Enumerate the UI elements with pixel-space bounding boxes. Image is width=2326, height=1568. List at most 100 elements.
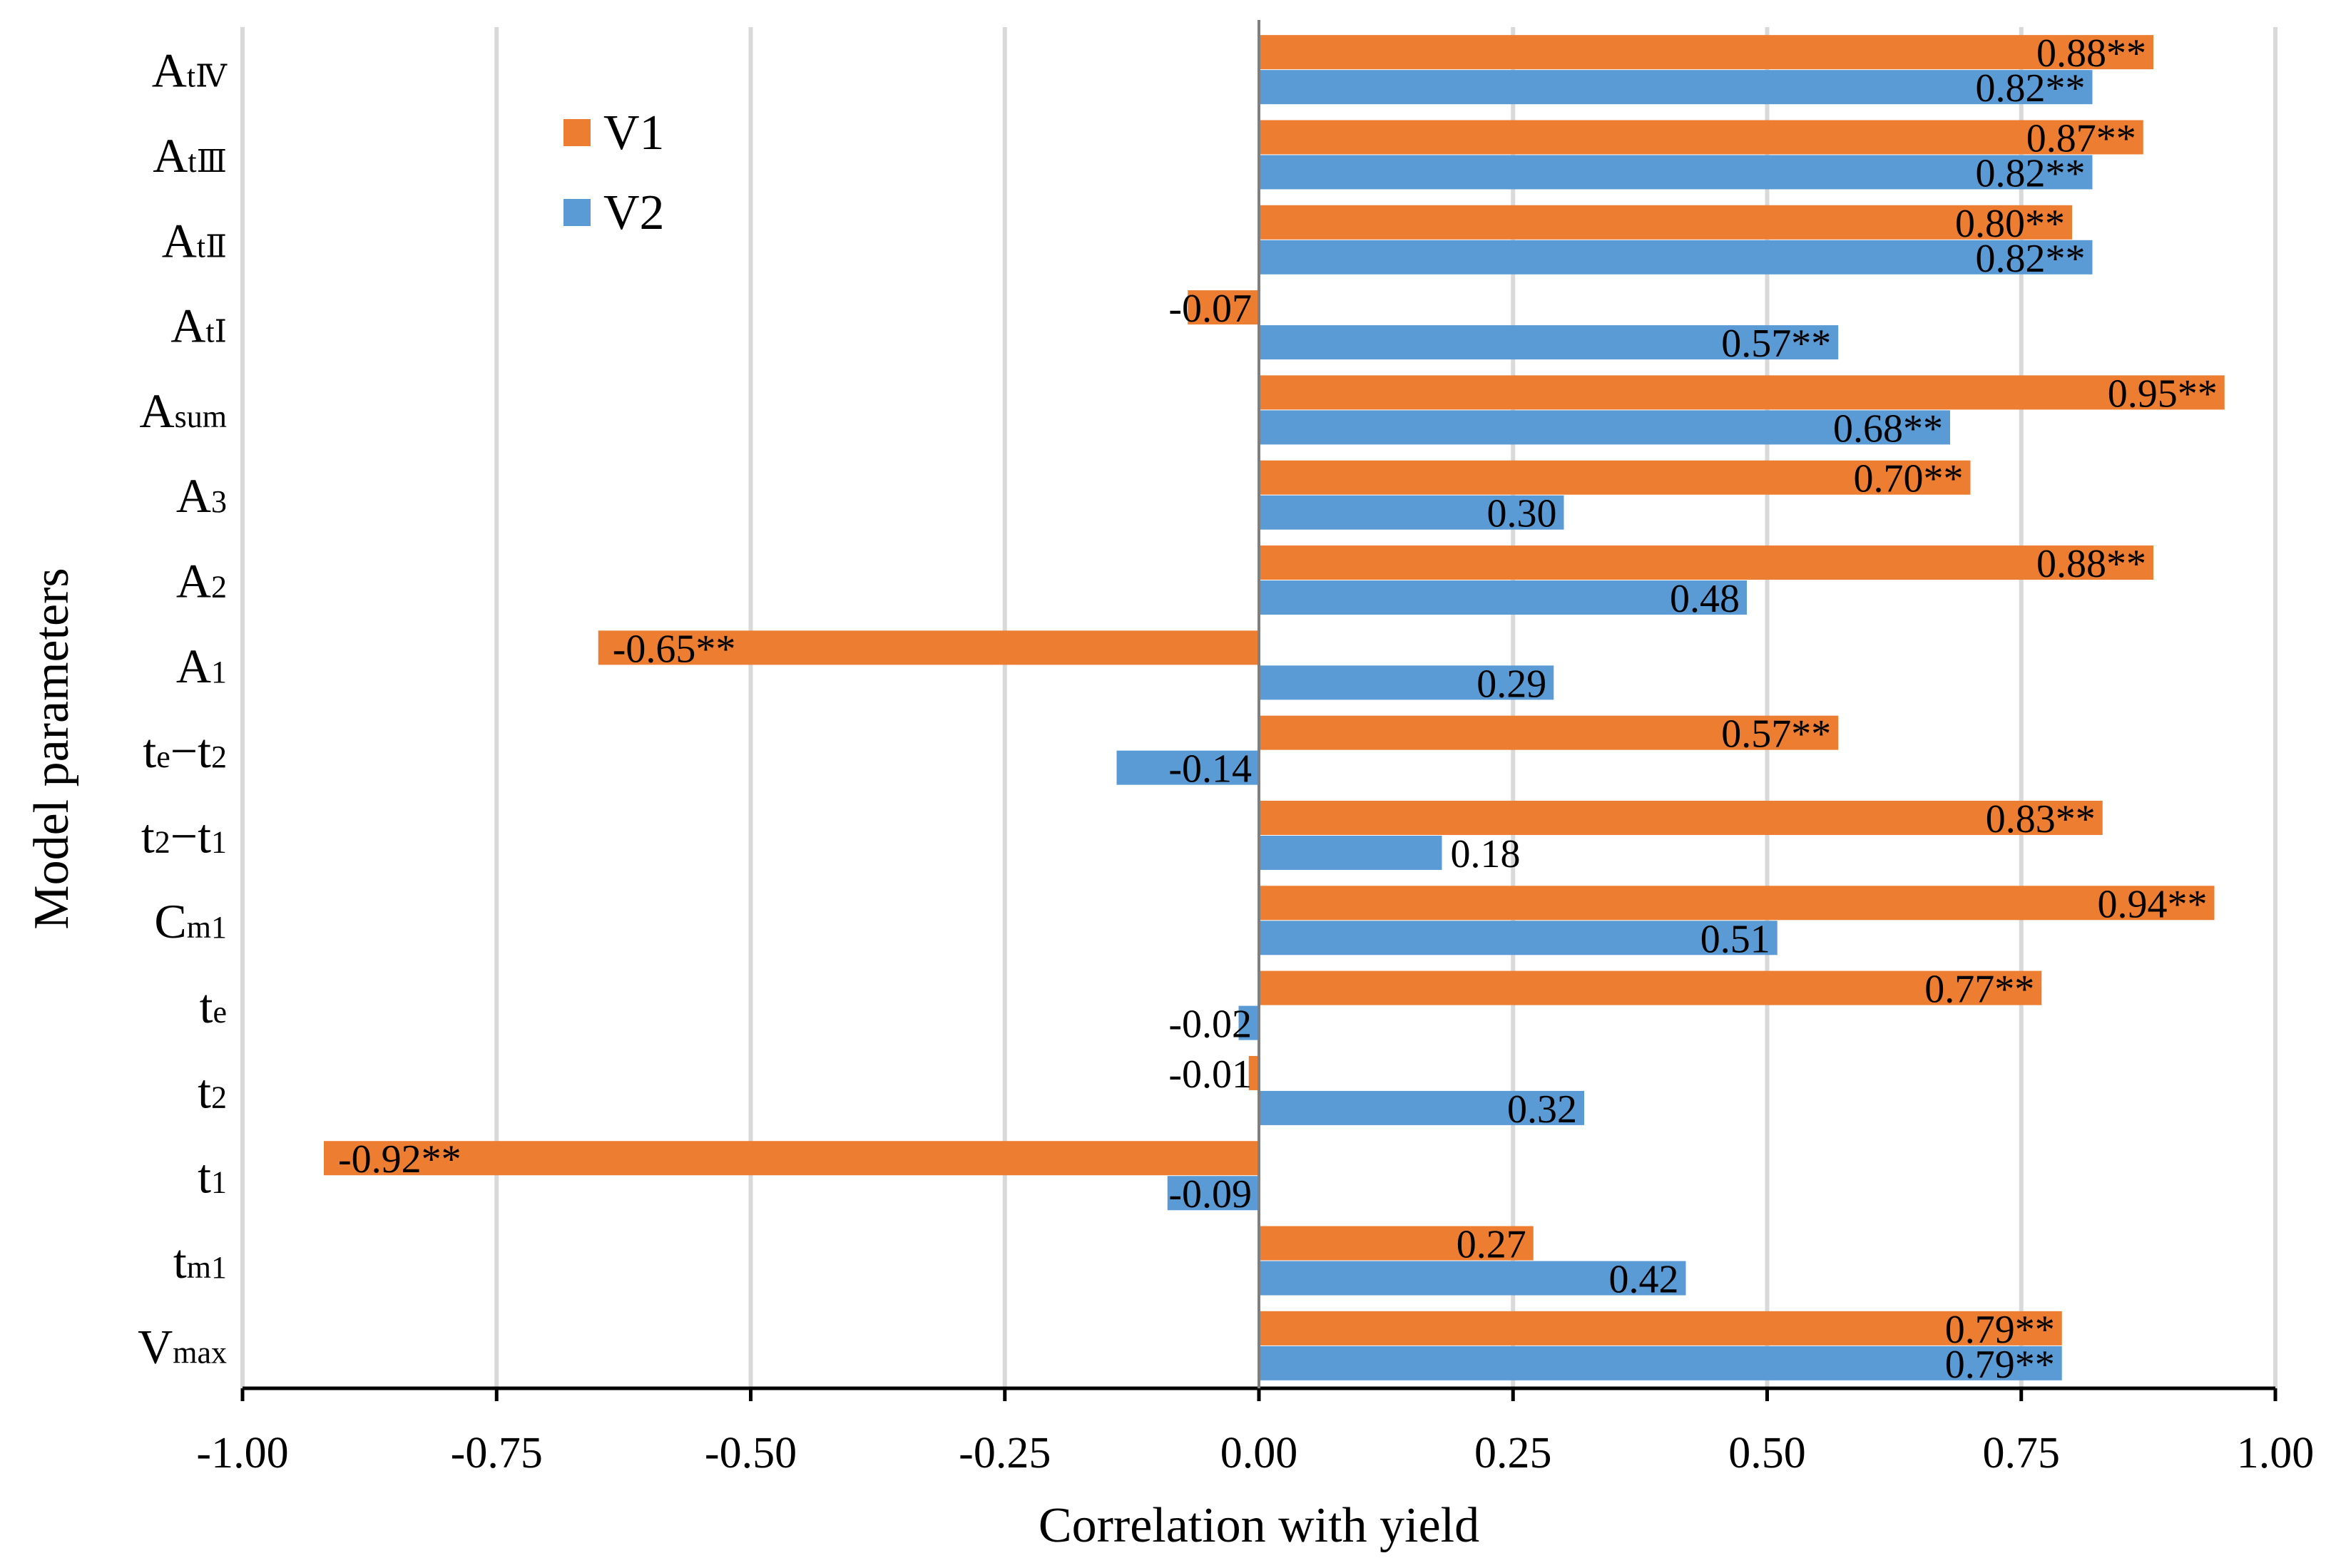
bar-v2	[1259, 155, 2093, 190]
x-tick-label: -0.25	[959, 1429, 1051, 1477]
category-label: Asum	[140, 384, 227, 438]
bar-v1	[1248, 1055, 1259, 1090]
data-label-v2: 0.30	[1487, 492, 1557, 536]
data-label-v2: 0.32	[1507, 1087, 1577, 1132]
category-label: Vmax	[138, 1319, 227, 1373]
bar-v2	[1259, 410, 1950, 445]
x-tick-label: -0.75	[451, 1429, 543, 1477]
x-tick-label: 0.00	[1220, 1429, 1298, 1477]
data-label-v1: 0.70**	[1854, 457, 1964, 501]
category-label: A2	[176, 554, 227, 608]
bar-v1	[1259, 120, 2143, 155]
bar-v1	[324, 1141, 1259, 1176]
data-label-v1: 0.77**	[1924, 968, 2034, 1012]
data-label-v1: 0.94**	[2098, 882, 2208, 926]
x-axis-title: Correlation with yield	[1039, 1498, 1479, 1553]
category-label: t1	[198, 1149, 227, 1204]
bar-v1	[1259, 375, 2225, 410]
category-label: A3	[176, 468, 227, 523]
bar-v1	[1259, 1311, 2062, 1346]
category-label: t2−t1	[141, 809, 227, 863]
bar-v1	[1259, 886, 2215, 921]
data-label-v1: -0.07	[1168, 287, 1252, 331]
x-tick-label: 0.50	[1728, 1429, 1806, 1477]
x-tick-label: 0.75	[1983, 1429, 2061, 1477]
data-label-v2: 0.51	[1700, 917, 1770, 961]
x-tick-label: 0.25	[1474, 1429, 1552, 1477]
data-label-v2: 0.18	[1451, 832, 1521, 876]
data-label-v2: 0.82**	[1976, 237, 2086, 281]
bar-v1	[1259, 715, 1839, 750]
y-axis-title: Model parameters	[24, 568, 79, 929]
x-tick-label: -0.50	[705, 1429, 797, 1477]
bar-v1	[1259, 460, 1971, 495]
bar-v2	[1259, 495, 1564, 530]
data-label-v1: -0.65**	[613, 627, 736, 671]
category-label: A1	[176, 639, 227, 693]
bar-v2	[1259, 1261, 1686, 1296]
category-label: tm1	[173, 1234, 227, 1288]
data-label-v1: -0.01	[1168, 1052, 1252, 1097]
data-label-v1: 0.57**	[1721, 712, 1831, 757]
bar-v1	[1259, 1226, 1534, 1261]
data-label-v1: 0.79**	[1945, 1308, 2055, 1352]
bar-v2	[1259, 921, 1777, 955]
category-label: AtⅡ	[162, 213, 227, 267]
legend-swatch-v2	[563, 199, 591, 226]
data-label-v2: -0.09	[1168, 1172, 1252, 1216]
bar-v2	[1238, 1005, 1259, 1040]
category-label: AtⅢ	[153, 128, 227, 183]
data-label-v1: 0.87**	[2026, 116, 2136, 160]
category-labels: AtⅣ AtⅢ AtⅡ AtⅠ Asum A3 A2 A1 te−t2 t2−t1 Cm1 te t2 t…	[138, 43, 228, 1374]
axes: -1.00 -0.75 -0.50 -0.25 0.00 0.25 0.50 0.75 1.00	[196, 20, 2314, 1477]
data-label-v2: 0.29	[1476, 662, 1546, 706]
category-label: AtⅠ	[170, 299, 227, 353]
bar-v2	[1116, 750, 1259, 785]
data-label-v2: 0.68**	[1833, 406, 1943, 451]
data-label-v1: 0.27	[1457, 1223, 1526, 1267]
bar-v2	[1259, 240, 2093, 275]
data-label-v2: 0.57**	[1721, 322, 1831, 366]
bar-v2	[1259, 1090, 1584, 1125]
category-label: te	[200, 979, 227, 1033]
legend-label-v2: V2	[603, 185, 665, 240]
bar-v1	[1259, 35, 2153, 70]
data-label-v1: -0.92**	[338, 1137, 461, 1182]
legend-swatch-v1	[563, 119, 591, 146]
data-label-v2: 0.82**	[1976, 66, 2086, 111]
bar-v1	[1259, 970, 2042, 1005]
category-label: Cm1	[154, 894, 227, 948]
data-label-v1: 0.80**	[1955, 202, 2065, 246]
data-label-v2: 0.42	[1609, 1258, 1679, 1302]
data-label-v2: 0.82**	[1976, 151, 2086, 195]
category-label: AtⅣ	[152, 43, 228, 98]
data-label-v1: 0.83**	[1986, 797, 2096, 841]
legend-label-v1: V1	[603, 106, 665, 160]
bars	[324, 35, 2225, 1380]
bar-v2	[1259, 665, 1554, 700]
category-label: t2	[198, 1064, 227, 1118]
data-label-v1: 0.88**	[2036, 31, 2146, 76]
data-labels: 0.88**0.82**0.87**0.82**0.80**0.82**-0.0…	[338, 31, 2218, 1387]
bar-v2	[1259, 1346, 2062, 1380]
x-tick-label: -1.00	[196, 1429, 288, 1477]
data-label-v2: -0.02	[1168, 1003, 1252, 1047]
bar-v1	[1259, 545, 2153, 580]
data-label-v1: 0.95**	[2108, 371, 2218, 416]
data-label-v2: 0.48	[1670, 577, 1740, 621]
x-tick-label: 1.00	[2237, 1429, 2315, 1477]
bar-v1	[598, 630, 1259, 665]
bar-v2	[1167, 1176, 1259, 1211]
data-label-v1: 0.88**	[2036, 542, 2146, 586]
bar-v2	[1259, 325, 1839, 360]
bar-v1	[1188, 290, 1259, 325]
bar-v2	[1259, 580, 1747, 615]
bar-v1	[1259, 205, 2072, 240]
bar-v2	[1259, 70, 2093, 105]
bar-v2	[1259, 835, 1442, 870]
data-label-v2: -0.14	[1168, 747, 1252, 791]
data-label-v2: 0.79**	[1945, 1343, 2055, 1387]
bar-v1	[1259, 800, 2103, 835]
